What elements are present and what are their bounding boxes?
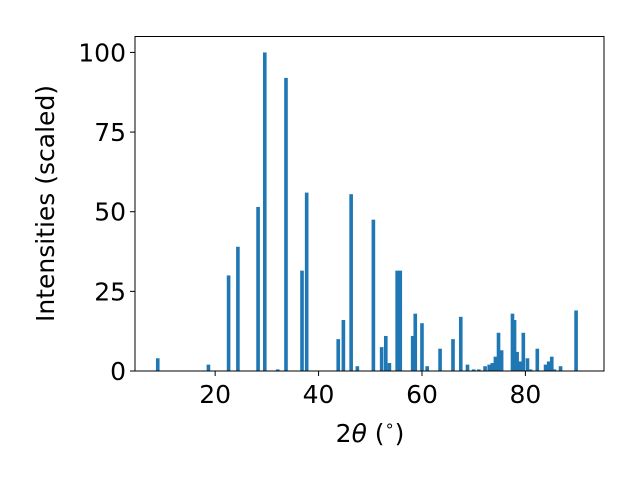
bar	[477, 369, 481, 371]
bar	[155, 358, 160, 371]
bar	[465, 364, 470, 371]
x-axis-label: 2θ (∘)	[336, 416, 405, 448]
bar	[496, 332, 501, 371]
x-tick-label: 60	[406, 380, 438, 409]
y-tick-label: 0	[110, 357, 126, 386]
y-tick-label: 100	[78, 38, 126, 67]
plot-frame	[134, 36, 605, 372]
bar	[483, 366, 487, 371]
bar	[300, 270, 304, 371]
bar	[510, 313, 515, 371]
bar	[420, 323, 424, 371]
bar	[413, 313, 418, 371]
x-label-part: )	[395, 419, 405, 448]
bar	[451, 339, 455, 371]
bar	[549, 356, 554, 371]
bar	[521, 332, 526, 371]
bar	[458, 316, 463, 371]
bar	[558, 366, 563, 371]
bar	[395, 270, 399, 371]
bar	[387, 363, 392, 371]
bar	[410, 335, 415, 371]
bar	[518, 361, 523, 371]
bar	[490, 363, 495, 371]
bar	[236, 246, 240, 371]
bar	[341, 320, 346, 371]
y-tick-label: 75	[94, 118, 126, 147]
bar	[528, 369, 533, 371]
bar	[543, 364, 548, 371]
bar	[574, 310, 578, 371]
bar	[304, 192, 309, 371]
bar	[493, 356, 498, 371]
bar	[499, 350, 504, 371]
bar	[552, 369, 557, 371]
x-label-part: (	[367, 419, 385, 448]
x-axis-ticks: 20 40 60 80	[199, 371, 541, 409]
x-label-part: 2	[336, 419, 352, 448]
bar	[275, 369, 280, 371]
bar	[206, 364, 211, 371]
bar	[371, 219, 376, 371]
bar	[383, 335, 388, 371]
x-tick-label: 80	[509, 380, 541, 409]
x-tick-label: 20	[199, 380, 231, 409]
bar	[525, 358, 530, 371]
bar	[336, 339, 341, 371]
bar	[471, 369, 476, 371]
bar-series	[155, 52, 578, 372]
bar	[512, 320, 517, 371]
y-axis-label: Intensities (scaled)	[31, 85, 60, 322]
bar	[425, 366, 429, 371]
bar	[355, 366, 360, 371]
x-label-part: θ	[352, 419, 367, 448]
bar	[226, 275, 231, 371]
bar	[262, 52, 267, 372]
bar	[284, 77, 288, 371]
x-label-part: ∘	[385, 416, 395, 435]
y-tick-label: 50	[94, 198, 126, 227]
x-tick-label: 40	[303, 380, 335, 409]
bar	[398, 270, 403, 371]
bar	[535, 348, 540, 371]
y-tick-label: 25	[94, 277, 126, 306]
bar	[256, 206, 260, 371]
bar	[349, 194, 353, 371]
bar	[546, 361, 551, 371]
bar	[438, 348, 442, 371]
y-axis-ticks: 0 25 50 75 100	[78, 38, 135, 386]
bar	[515, 351, 519, 371]
bar	[487, 364, 492, 371]
bar	[379, 347, 384, 371]
